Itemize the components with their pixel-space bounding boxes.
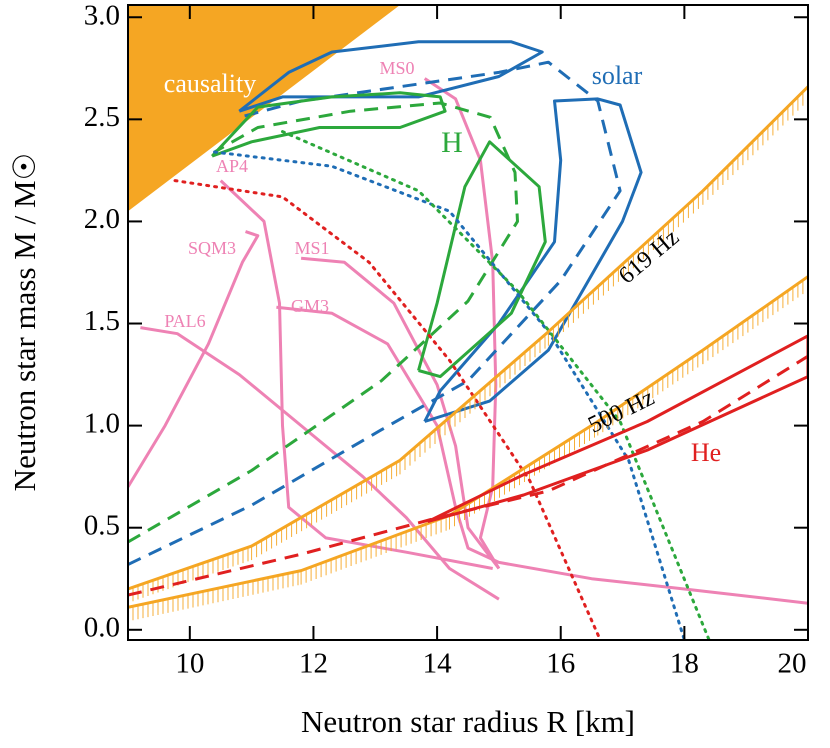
- y-tick-label: 0.0: [84, 611, 120, 643]
- series-label: causality: [164, 69, 256, 98]
- plot-frame: [127, 4, 809, 641]
- y-tick-label: 1.5: [84, 305, 120, 337]
- series-line: [173, 179, 602, 640]
- causality-region: [128, 5, 400, 212]
- series-label: GM3: [291, 296, 329, 316]
- y-tick-label: 1.0: [84, 407, 120, 439]
- series-line: [219, 179, 493, 570]
- y-tick-label: 0.5: [84, 509, 120, 541]
- series-line: [300, 256, 501, 570]
- series-line: [128, 230, 260, 488]
- plot-area: [128, 5, 808, 640]
- series-line: [276, 305, 808, 605]
- x-tick-label: 10: [175, 648, 204, 680]
- series-line: [427, 334, 808, 524]
- series-line: [128, 85, 808, 591]
- series-label: AP4: [216, 156, 248, 176]
- y-axis-title: Neutron star mass M / M☉: [7, 153, 42, 492]
- series-label: 619 Hz: [614, 224, 684, 289]
- series-label: PAL6: [164, 311, 205, 331]
- x-tick-label: 16: [546, 648, 575, 680]
- series-label: MS0: [379, 58, 414, 78]
- series-label: MS1: [294, 238, 329, 258]
- x-tick-label: 12: [299, 648, 328, 680]
- series-label: H: [441, 126, 463, 159]
- x-tick-label: 14: [423, 648, 453, 680]
- series-line: [128, 60, 622, 566]
- series-line: [213, 150, 686, 640]
- series-label: He: [691, 438, 721, 467]
- y-tick-label: 2.0: [84, 203, 120, 235]
- series-line: [128, 101, 519, 544]
- series-line: [128, 275, 808, 609]
- series-label: solar: [592, 61, 643, 90]
- series-line: [128, 354, 808, 597]
- y-tick-label: 3.0: [84, 0, 120, 32]
- series-line: [140, 326, 500, 601]
- series-label: 500 Hz: [584, 385, 658, 439]
- series-line: [281, 130, 711, 640]
- x-tick-label: 20: [778, 648, 807, 680]
- x-tick-label: 18: [670, 648, 699, 680]
- y-tick-label: 2.5: [84, 101, 120, 133]
- series-label: SQM3: [188, 238, 236, 258]
- x-axis-title: Neutron star radius R [km]: [301, 704, 635, 739]
